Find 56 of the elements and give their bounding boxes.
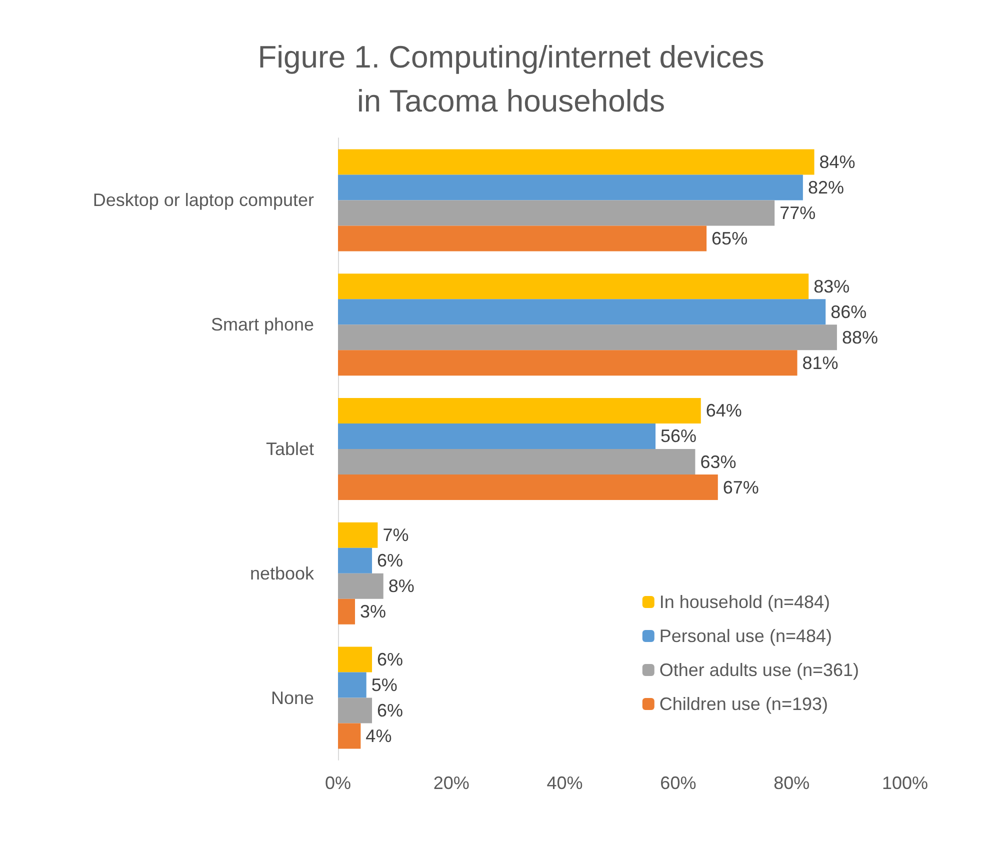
data-label: 6% xyxy=(377,700,404,721)
bar xyxy=(338,299,826,325)
legend-label: In household (n=484) xyxy=(659,592,830,612)
data-label: 6% xyxy=(377,550,404,571)
data-label: 82% xyxy=(808,177,844,198)
bar xyxy=(338,522,378,548)
bar xyxy=(338,424,656,449)
bar xyxy=(338,274,809,300)
data-label: 56% xyxy=(660,426,697,446)
x-tick-label: 40% xyxy=(546,773,583,793)
data-label: 5% xyxy=(371,675,398,696)
x-tick-label: 100% xyxy=(882,773,928,793)
bar xyxy=(338,149,814,175)
data-label: 67% xyxy=(722,477,759,498)
data-label: 77% xyxy=(780,202,816,223)
data-label: 4% xyxy=(366,726,392,746)
y-tick-label: Smart phone xyxy=(210,314,314,335)
data-label: 64% xyxy=(706,400,742,421)
data-label: 84% xyxy=(819,152,856,172)
bar xyxy=(338,672,366,698)
x-tick-label: 0% xyxy=(324,773,352,793)
bar xyxy=(338,598,356,624)
y-tick-label: None xyxy=(270,688,314,708)
chart-title: Figure 1. Computing/internet devices in Tacoma households xyxy=(258,40,764,118)
y-tick-label: Desktop or laptop computer xyxy=(92,190,314,210)
bar xyxy=(338,474,718,500)
data-label: 63% xyxy=(700,452,736,472)
y-tick-label: netbook xyxy=(250,563,315,584)
x-tick-label: 80% xyxy=(774,773,810,793)
bar xyxy=(338,174,803,200)
data-label: 8% xyxy=(388,576,414,596)
bar xyxy=(338,646,372,672)
y-tick-label: Tablet xyxy=(266,439,314,459)
bar xyxy=(338,226,707,252)
bar xyxy=(338,449,696,474)
data-label: 65% xyxy=(712,228,748,248)
bar xyxy=(338,723,361,749)
bar xyxy=(338,200,775,226)
bar xyxy=(338,398,701,424)
legend-label: Other adults use (n=361) xyxy=(659,660,860,680)
x-tick-label: 60% xyxy=(660,773,696,793)
data-label: 6% xyxy=(377,650,404,670)
bar xyxy=(338,698,372,724)
data-label: 86% xyxy=(830,302,867,322)
bar xyxy=(338,548,372,574)
bar xyxy=(338,324,837,350)
x-tick-label: 20% xyxy=(433,773,470,793)
bar xyxy=(338,573,384,599)
legend-label: Personal use (n=484) xyxy=(659,626,832,646)
legend-label: Children use (n=193) xyxy=(659,694,828,714)
bar xyxy=(338,350,798,376)
data-label: 7% xyxy=(382,525,409,546)
data-label: 83% xyxy=(814,276,850,296)
data-label: 3% xyxy=(360,602,386,622)
data-label: 88% xyxy=(842,327,878,348)
data-label: 81% xyxy=(802,352,838,373)
